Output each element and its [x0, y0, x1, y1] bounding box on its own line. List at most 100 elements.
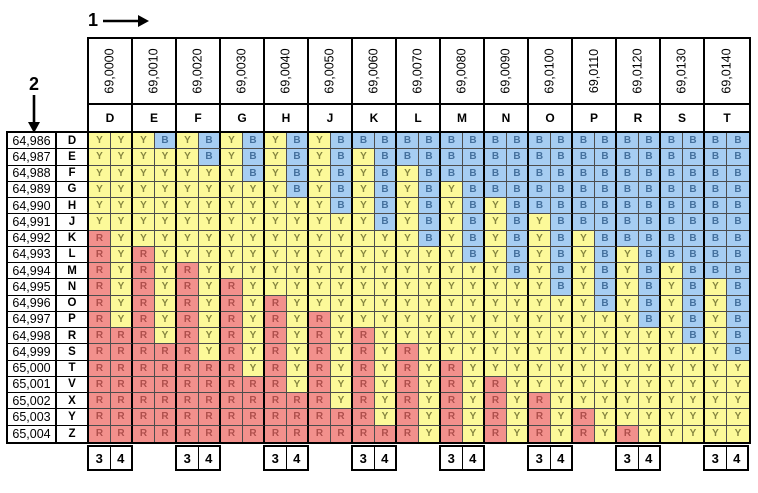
- grid-cell: Y: [661, 376, 683, 393]
- grid-cell: Y: [727, 409, 749, 426]
- footer-label-3: 3: [265, 447, 287, 469]
- grid-cell: R: [221, 295, 243, 312]
- grid-cell: Y: [397, 198, 419, 215]
- grid-cell: B: [683, 181, 705, 198]
- grid-cell: R: [89, 360, 111, 377]
- footer-label-3: 3: [705, 447, 727, 469]
- grid-cell: R: [89, 409, 111, 426]
- grid-cell: Y: [353, 295, 375, 312]
- grid-cell: B: [375, 198, 397, 215]
- grid-cell: B: [683, 279, 705, 296]
- grid-cell: B: [727, 165, 749, 182]
- grid-cell: B: [485, 165, 507, 182]
- grid-cell: Y: [111, 149, 133, 166]
- grid-cell: Y: [661, 409, 683, 426]
- grid-cell: R: [89, 376, 111, 393]
- grid-cell: Y: [199, 263, 221, 280]
- grid-cell: Y: [287, 246, 309, 263]
- grid-cell: Y: [287, 360, 309, 377]
- grid-cell: Y: [661, 263, 683, 280]
- grid-cell: Y: [155, 279, 177, 296]
- row-letter: K: [57, 231, 87, 247]
- grid-cell: B: [331, 198, 353, 215]
- grid-cell: Y: [133, 149, 155, 166]
- grid-cell: B: [617, 133, 639, 150]
- column-coordinate: 69,0120: [631, 48, 645, 94]
- grid-cell: Y: [397, 263, 419, 280]
- grid-cell: B: [375, 214, 397, 231]
- grid-cell: Y: [419, 279, 441, 296]
- grid-cell: R: [353, 376, 375, 393]
- grid-cell: B: [683, 263, 705, 280]
- grid-cell: Y: [287, 376, 309, 393]
- grid-cell: Y: [265, 133, 287, 150]
- grid-cell: Y: [375, 295, 397, 312]
- grid-cell: Y: [287, 230, 309, 247]
- row-letter: N: [57, 279, 87, 296]
- column-letter: G: [221, 103, 263, 131]
- grid-cell: Y: [595, 360, 617, 377]
- grid-cell: B: [705, 263, 727, 280]
- grid-cell: B: [551, 181, 573, 198]
- grid-cell: R: [265, 393, 287, 410]
- grid-cell: Y: [397, 214, 419, 231]
- column-letter: L: [397, 103, 439, 131]
- grid-cell: Y: [485, 230, 507, 247]
- grid-cell: B: [243, 133, 265, 150]
- grid-cell: Y: [639, 328, 661, 345]
- grid-cell: B: [419, 181, 441, 198]
- grid-cell: Y: [661, 328, 683, 345]
- grid-cell: Y: [573, 344, 595, 361]
- grid-cell: Y: [177, 214, 199, 231]
- grid-cell: R: [309, 360, 331, 377]
- grid-cell: Y: [89, 181, 111, 198]
- grid-cell: Y: [463, 425, 485, 442]
- grid-cell: Y: [463, 295, 485, 312]
- grid-cell: Y: [287, 295, 309, 312]
- grid-cell: B: [199, 133, 221, 150]
- grid-cell: B: [551, 165, 573, 182]
- column-header: 69,0130 S: [661, 39, 705, 131]
- grid-cell: Y: [221, 230, 243, 247]
- grid-cell: R: [133, 279, 155, 296]
- grid-cell: Y: [441, 279, 463, 296]
- grid-cell: Y: [727, 360, 749, 377]
- grid-cell: Y: [353, 263, 375, 280]
- grid-cell: B: [727, 198, 749, 215]
- grid-cell: R: [177, 344, 199, 361]
- grid-cell: B: [661, 165, 683, 182]
- column-coordinate: 69,0010: [147, 48, 161, 94]
- grid-cell: Y: [111, 263, 133, 280]
- grid-cell: Y: [221, 198, 243, 215]
- grid-cell: Y: [661, 425, 683, 442]
- grid-cell: Y: [551, 360, 573, 377]
- grid-cell: R: [177, 295, 199, 312]
- grid-cell: B: [507, 149, 529, 166]
- grid-cell: Y: [243, 198, 265, 215]
- footer-label-4: 4: [469, 450, 477, 466]
- grid-cell: Y: [727, 425, 749, 442]
- grid-cell: Y: [287, 328, 309, 345]
- grid-cell: Y: [177, 181, 199, 198]
- grid-cell: B: [441, 133, 463, 150]
- column-letter: N: [485, 103, 527, 131]
- grid-cell: B: [287, 181, 309, 198]
- grid-cell: R: [133, 263, 155, 280]
- grid-cell: Y: [265, 279, 287, 296]
- grid-cell: Y: [705, 376, 727, 393]
- grid-cell: B: [595, 295, 617, 312]
- row-coordinate: 65,001: [8, 376, 57, 393]
- grid-cell: Y: [89, 214, 111, 231]
- grid-cell: B: [397, 149, 419, 166]
- grid-cell: R: [397, 344, 419, 361]
- grid-cell: Y: [595, 425, 617, 442]
- grid-cell: Y: [485, 295, 507, 312]
- grid-cell: B: [287, 133, 309, 150]
- grid-cell: Y: [133, 198, 155, 215]
- grid-cell: R: [111, 360, 133, 377]
- grid-cell: R: [397, 425, 419, 442]
- grid-cell: Y: [155, 198, 177, 215]
- row-coordinate: 64,994: [8, 263, 57, 280]
